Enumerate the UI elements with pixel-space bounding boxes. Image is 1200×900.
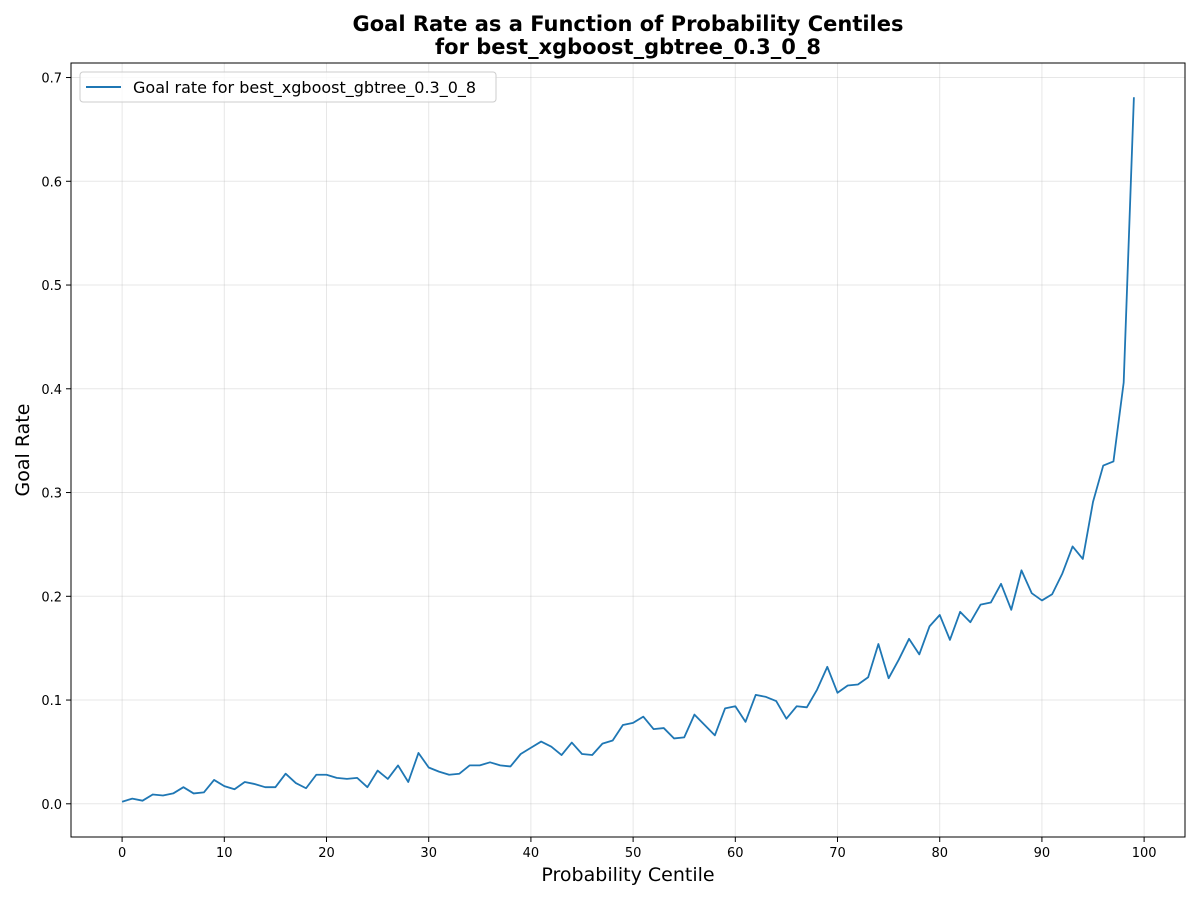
y-axis-ticks: 0.0 0.1 0.2 0.3 0.4 0.5 0.6 0.7 <box>41 72 71 813</box>
chart-subtitle: for best_xgboost_gbtree_0.3_0_8 <box>435 35 821 59</box>
y-tick-label: 0.7 <box>41 72 62 87</box>
x-tick-label: 0 <box>118 846 126 861</box>
legend-box <box>79 71 497 103</box>
legend: Goal rate for best_xgboost_gbtree_0.3_0_… <box>79 71 497 103</box>
x-tick-label: 50 <box>625 846 642 861</box>
y-axis-label: Goal Rate <box>12 404 34 497</box>
y-tick-label: 0.1 <box>41 694 62 709</box>
axes-frame <box>70 62 1186 838</box>
plot-lines <box>121 97 1135 803</box>
grid <box>71 63 1185 837</box>
x-axis-label: Probability Centile <box>541 864 714 886</box>
y-tick-label: 0.4 <box>41 383 62 398</box>
legend-label: Goal rate for best_xgboost_gbtree_0.3_0_… <box>133 78 476 98</box>
x-tick-label: 30 <box>420 846 437 861</box>
x-tick-label: 20 <box>318 846 335 861</box>
y-tick-label: 0.0 <box>41 798 62 813</box>
x-tick-label: 70 <box>829 846 846 861</box>
y-tick-label: 0.5 <box>41 279 62 294</box>
chart-title: Goal Rate as a Function of Probability C… <box>352 12 903 36</box>
y-tick-label: 0.6 <box>41 175 62 190</box>
x-tick-label: 60 <box>727 846 744 861</box>
x-tick-label: 40 <box>523 846 540 861</box>
x-tick-label: 10 <box>216 846 233 861</box>
x-axis-ticks: 0 10 20 30 40 50 60 70 80 90 100 <box>118 837 1157 861</box>
x-tick-label: 90 <box>1034 846 1051 861</box>
series-line-0 <box>121 97 1135 803</box>
y-tick-label: 0.2 <box>41 590 62 605</box>
x-tick-label: 100 <box>1132 846 1157 861</box>
x-tick-label: 80 <box>931 846 948 861</box>
y-tick-label: 0.3 <box>41 487 62 502</box>
